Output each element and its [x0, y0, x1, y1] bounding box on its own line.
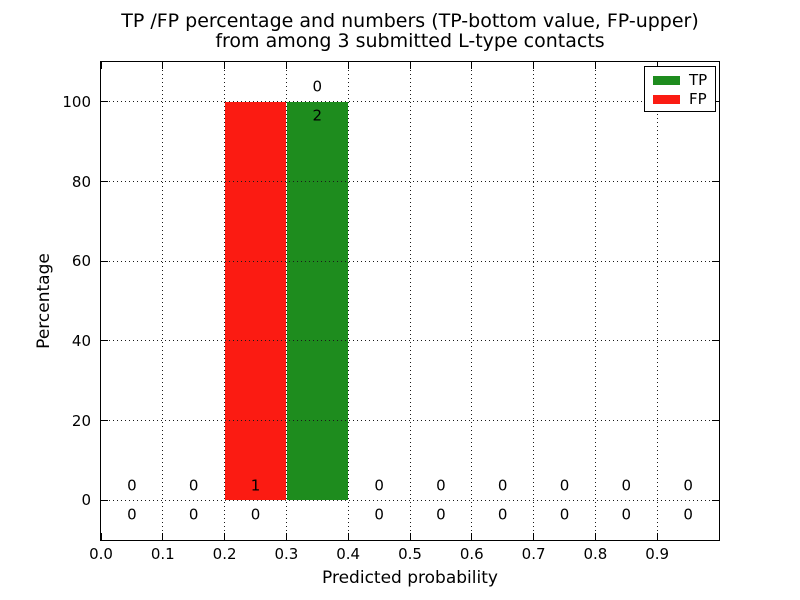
x-tick-mark-top — [100, 62, 102, 69]
x-tick-label: 0.2 — [212, 545, 237, 563]
tp-count-label: 2 — [312, 106, 323, 125]
y-tick-mark-right — [712, 499, 719, 501]
y-tick-mark-right — [712, 420, 719, 421]
fp-legend-swatch — [653, 95, 680, 104]
x-tick-label: 0.4 — [336, 545, 361, 563]
tp-count-label: 0 — [683, 505, 693, 523]
y-tick-mark — [101, 260, 108, 262]
tp-count-label: 0 — [436, 505, 446, 523]
plot-area: 0 0 0 0 1 0 0 2 0 0 0 0 0 0 0 0 0 0 0 0 TP FP — [100, 61, 720, 541]
chart-title: TP /FP percentage and numbers (TP-bottom… — [101, 11, 719, 51]
horizontal-gridline — [101, 340, 719, 342]
y-tick-mark — [101, 101, 108, 103]
vertical-gridline — [471, 62, 473, 540]
fp-count-label: 0 — [312, 77, 323, 96]
y-tick-label: 40 — [71, 331, 91, 350]
y-tick-mark — [101, 499, 108, 501]
x-tick-label: 0.7 — [521, 545, 546, 563]
tp-count-label: 0 — [250, 505, 261, 523]
y-tick-mark — [101, 340, 108, 342]
x-tick-mark — [285, 533, 287, 540]
tp-count-label: 0 — [127, 505, 137, 523]
x-tick-mark-top — [409, 62, 411, 69]
vertical-gridline — [162, 62, 164, 540]
tp-count-label: 0 — [497, 505, 508, 523]
vertical-gridline — [285, 62, 287, 540]
legend-row-tp: TP — [653, 71, 715, 90]
vertical-gridline — [533, 62, 535, 540]
chart-title-line2: from among 3 submitted L-type contacts — [215, 30, 605, 52]
vertical-gridline — [409, 62, 411, 540]
tp-count-label: 0 — [188, 505, 199, 523]
x-tick-mark-top — [471, 62, 473, 69]
y-tick-label: 0 — [81, 491, 91, 510]
x-tick-mark-top — [347, 62, 349, 69]
x-tick-label: 0.5 — [398, 545, 422, 563]
x-tick-mark — [471, 533, 473, 540]
fp-count-label: 0 — [497, 476, 508, 495]
tp-count-label: 0 — [621, 505, 632, 523]
y-tick-mark-right — [712, 340, 719, 342]
y-tick-mark — [101, 181, 108, 182]
x-tick-mark-top — [533, 62, 535, 69]
x-tick-mark — [409, 533, 411, 540]
horizontal-gridline — [101, 181, 719, 182]
horizontal-gridline — [101, 420, 719, 421]
y-tick-label: 60 — [71, 252, 91, 271]
vertical-gridline — [224, 62, 226, 540]
x-tick-mark — [162, 533, 164, 540]
x-tick-label: 0.0 — [89, 545, 113, 563]
x-tick-mark — [100, 533, 102, 540]
x-tick-mark-top — [162, 62, 164, 69]
x-axis-label: Predicted probability — [322, 568, 498, 588]
x-tick-label: 0.1 — [150, 545, 175, 563]
y-tick-mark-right — [712, 260, 719, 262]
fp-count-label: 0 — [683, 476, 693, 495]
horizontal-gridline — [101, 101, 719, 103]
tp-legend-label: TP — [689, 71, 708, 89]
x-tick-mark — [347, 533, 349, 540]
fp-count-label: 0 — [127, 476, 137, 495]
x-tick-mark — [594, 533, 596, 540]
fp-count-label: 1 — [250, 476, 261, 495]
x-tick-label: 0.6 — [459, 545, 484, 563]
horizontal-gridline — [101, 499, 719, 501]
tp-count-label: 0 — [559, 505, 570, 523]
tp-bar — [287, 101, 348, 501]
y-tick-mark — [101, 420, 108, 421]
x-tick-mark — [533, 533, 535, 540]
y-tick-label: 100 — [62, 92, 91, 111]
x-tick-mark-top — [656, 62, 658, 69]
fp-count-label: 0 — [188, 476, 199, 495]
x-tick-mark — [656, 533, 658, 540]
vertical-gridline — [594, 62, 596, 540]
legend-row-fp: FP — [653, 90, 715, 109]
y-tick-mark-right — [712, 181, 719, 182]
fp-count-label: 0 — [436, 476, 446, 495]
x-tick-mark — [224, 533, 226, 540]
horizontal-gridline — [101, 260, 719, 262]
x-tick-label: 0.9 — [645, 545, 670, 563]
fp-count-label: 0 — [621, 476, 632, 495]
x-tick-mark-top — [285, 62, 287, 69]
fp-count-label: 0 — [559, 476, 570, 495]
chart-title-line1: TP /FP percentage and numbers (TP-bottom… — [121, 10, 699, 32]
x-tick-mark-top — [224, 62, 226, 69]
x-tick-label: 0.3 — [274, 545, 299, 563]
x-tick-label: 0.8 — [583, 545, 608, 563]
fp-bar — [225, 101, 286, 501]
fp-count-label: 0 — [374, 476, 384, 495]
vertical-gridline — [347, 62, 349, 540]
tp-count-label: 0 — [374, 505, 384, 523]
y-tick-label: 80 — [71, 172, 91, 191]
tp-legend-swatch — [653, 76, 680, 85]
x-tick-mark-top — [594, 62, 596, 69]
vertical-gridline — [656, 62, 658, 540]
legend: TP FP — [644, 66, 716, 112]
fp-legend-label: FP — [689, 90, 707, 108]
y-tick-label: 20 — [71, 411, 91, 430]
